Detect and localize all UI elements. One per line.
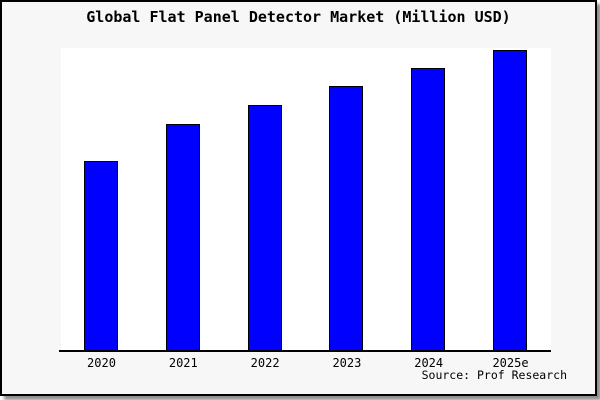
- x-tick-label-2024: 2024: [414, 356, 444, 370]
- bar-2022: [248, 105, 282, 350]
- x-axis-line: [59, 350, 551, 352]
- x-tick-label-2023: 2023: [332, 356, 362, 370]
- x-tick-label-2025e: 2025e: [492, 356, 529, 370]
- x-tick-label-2020: 2020: [87, 356, 116, 370]
- x-tick-label-2021: 2021: [168, 356, 198, 370]
- bar-2021: [166, 124, 200, 350]
- bar-2023: [329, 86, 363, 350]
- chart-title: Global Flat Panel Detector Market (Milli…: [86, 8, 511, 26]
- x-tick-label-2022: 2022: [250, 356, 280, 370]
- bar-2025e: [493, 50, 527, 350]
- plot-area: [61, 48, 551, 350]
- bar-2024: [411, 68, 445, 350]
- bar-2020: [84, 161, 118, 350]
- source-credit: Source: Prof Research: [421, 368, 567, 382]
